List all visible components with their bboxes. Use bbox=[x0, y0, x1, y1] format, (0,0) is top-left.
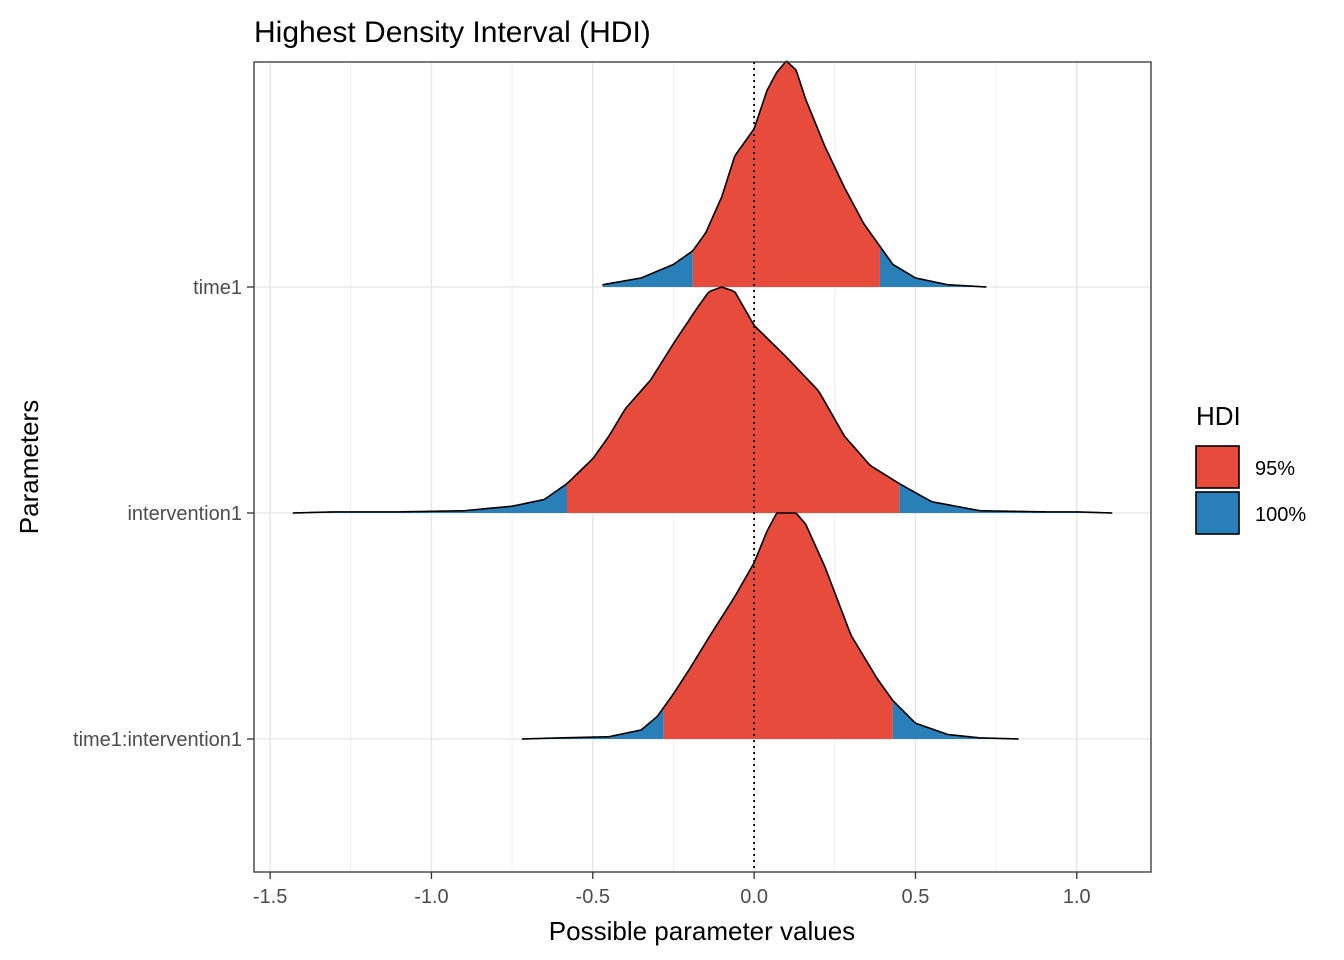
y-tick-label: intervention1 bbox=[127, 503, 242, 525]
hdi-95-region bbox=[566, 287, 900, 513]
y-tick-label: time1 bbox=[193, 277, 242, 299]
density-outline bbox=[602, 60, 987, 288]
legend-key bbox=[1195, 491, 1240, 535]
density-outline bbox=[521, 512, 1019, 740]
y-axis: time1 intervention1 time1:intervention1 bbox=[73, 277, 254, 751]
x-axis-title: Possible parameter values bbox=[549, 916, 855, 946]
chart-title: Highest Density Interval (HDI) bbox=[254, 16, 651, 49]
hdi-100-left-tail bbox=[602, 250, 693, 287]
legend-label: 95% bbox=[1255, 458, 1295, 480]
hdi-95-region bbox=[663, 513, 893, 739]
x-tick-label: 0.0 bbox=[740, 886, 768, 908]
plot-panel bbox=[253, 60, 1152, 873]
x-tick-label: -1.0 bbox=[414, 886, 448, 908]
legend: HDI 95% 100% bbox=[1195, 401, 1306, 535]
ridge-intervention1 bbox=[292, 286, 1113, 514]
hdi-100-right-tail bbox=[879, 246, 987, 287]
x-tick-label: 0.5 bbox=[902, 886, 930, 908]
y-tick-label: time1:intervention1 bbox=[73, 729, 242, 751]
legend-items: 95% 100% bbox=[1195, 445, 1306, 535]
x-tick-label: -1.5 bbox=[253, 886, 287, 908]
y-axis-title: Parameters bbox=[14, 400, 44, 534]
hdi-100-right-tail bbox=[892, 700, 1019, 739]
legend-key bbox=[1195, 445, 1240, 489]
panel-border bbox=[253, 61, 1152, 873]
hdi-95-region bbox=[692, 61, 880, 287]
legend-label: 100% bbox=[1255, 504, 1306, 526]
density-outline bbox=[292, 286, 1113, 514]
legend-title: HDI bbox=[1196, 401, 1241, 431]
hdi-100-left-tail bbox=[521, 707, 664, 739]
ridge-time1-intervention1 bbox=[521, 512, 1019, 740]
x-tick-label: 1.0 bbox=[1063, 886, 1091, 908]
hdi-100-left-tail bbox=[292, 483, 567, 513]
x-axis: -1.5 -1.0 -0.5 0.0 0.5 1.0 bbox=[253, 872, 1091, 908]
ridge-time1 bbox=[602, 60, 987, 288]
density-ridges bbox=[292, 60, 1113, 740]
x-tick-label: -0.5 bbox=[576, 886, 610, 908]
